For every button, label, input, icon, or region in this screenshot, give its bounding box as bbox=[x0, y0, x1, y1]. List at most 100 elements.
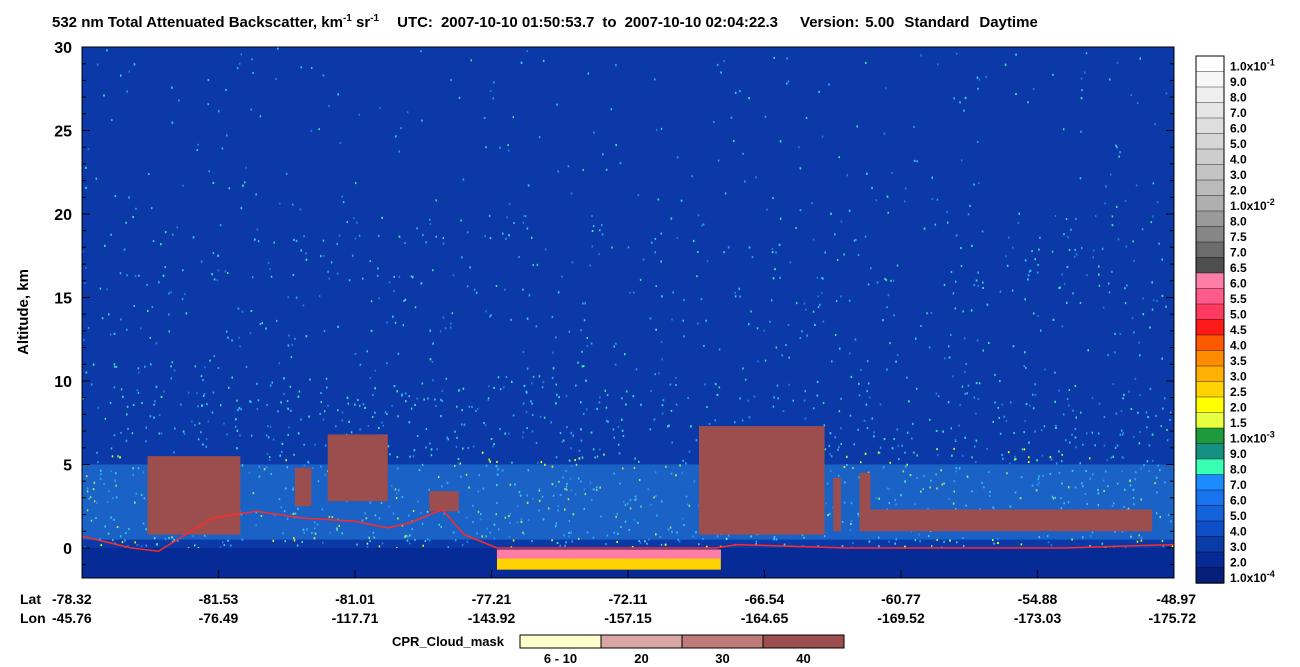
noise-pixel bbox=[557, 291, 560, 294]
noise-pixel bbox=[1120, 429, 1123, 432]
noise-pixel bbox=[1107, 282, 1110, 285]
noise-pixel bbox=[952, 502, 955, 505]
noise-pixel bbox=[1049, 456, 1052, 459]
noise-pixel bbox=[629, 507, 632, 510]
noise-pixel bbox=[1044, 368, 1046, 371]
noise-pixel bbox=[1119, 433, 1122, 436]
noise-pixel bbox=[947, 221, 949, 224]
noise-pixel bbox=[468, 486, 470, 489]
noise-pixel bbox=[493, 81, 495, 84]
noise-pixel bbox=[200, 375, 203, 378]
noise-pixel bbox=[485, 535, 487, 538]
noise-pixel bbox=[1034, 430, 1036, 433]
noise-pixel bbox=[239, 434, 241, 437]
noise-pixel bbox=[994, 373, 996, 376]
noise-pixel bbox=[361, 277, 364, 280]
noise-pixel bbox=[471, 504, 474, 507]
noise-pixel bbox=[1105, 185, 1107, 188]
noise-pixel bbox=[1060, 496, 1063, 499]
noise-pixel bbox=[613, 345, 615, 348]
noise-pixel bbox=[456, 405, 458, 408]
noise-pixel bbox=[485, 146, 487, 149]
noise-pixel bbox=[667, 425, 669, 428]
noise-pixel bbox=[555, 522, 558, 525]
noise-pixel bbox=[584, 493, 587, 496]
noise-pixel bbox=[555, 336, 557, 339]
noise-pixel bbox=[116, 526, 119, 529]
noise-pixel bbox=[194, 424, 196, 427]
noise-pixel bbox=[600, 515, 602, 518]
noise-pixel bbox=[568, 330, 571, 333]
noise-pixel bbox=[1124, 488, 1126, 491]
noise-pixel bbox=[1035, 489, 1038, 492]
noise-pixel bbox=[723, 60, 726, 63]
noise-pixel bbox=[748, 323, 750, 326]
noise-pixel bbox=[971, 490, 973, 493]
noise-pixel bbox=[920, 324, 922, 327]
noise-pixel bbox=[783, 543, 786, 546]
noise-pixel bbox=[222, 541, 224, 544]
noise-pixel bbox=[150, 363, 152, 366]
colorbar-cell bbox=[1195, 396, 1225, 414]
noise-pixel bbox=[958, 424, 960, 427]
noise-pixel bbox=[472, 521, 474, 524]
noise-pixel bbox=[1134, 478, 1136, 481]
noise-pixel bbox=[327, 404, 329, 407]
noise-pixel bbox=[149, 415, 152, 418]
noise-pixel bbox=[806, 334, 808, 337]
noise-pixel bbox=[300, 66, 303, 69]
noise-pixel bbox=[483, 117, 486, 120]
colorbar-label: 3.0 bbox=[1230, 540, 1247, 554]
noise-pixel bbox=[568, 520, 571, 523]
colorbar-label: 2.5 bbox=[1230, 385, 1247, 399]
noise-pixel bbox=[84, 282, 86, 285]
noise-pixel bbox=[858, 382, 860, 385]
noise-pixel bbox=[927, 535, 930, 538]
noise-pixel bbox=[605, 419, 608, 422]
noise-pixel bbox=[982, 281, 984, 284]
noise-pixel bbox=[741, 419, 744, 422]
noise-pixel bbox=[771, 247, 774, 250]
noise-pixel bbox=[906, 431, 909, 434]
noise-pixel bbox=[912, 422, 914, 425]
noise-pixel bbox=[590, 499, 593, 502]
noise-pixel bbox=[1007, 451, 1010, 454]
noise-pixel bbox=[1041, 454, 1044, 457]
noise-pixel bbox=[956, 541, 958, 544]
noise-pixel bbox=[354, 352, 357, 355]
noise-pixel bbox=[1097, 492, 1100, 495]
noise-pixel bbox=[655, 495, 657, 498]
noise-pixel bbox=[369, 540, 371, 543]
noise-pixel bbox=[1062, 413, 1065, 416]
noise-pixel bbox=[564, 508, 566, 511]
noise-pixel bbox=[895, 538, 897, 541]
noise-pixel bbox=[396, 390, 398, 393]
noise-pixel bbox=[1149, 326, 1151, 329]
noise-pixel bbox=[462, 387, 465, 390]
noise-pixel bbox=[1052, 497, 1055, 500]
noise-pixel bbox=[458, 462, 460, 465]
colorbar-cell bbox=[1195, 288, 1225, 305]
noise-pixel bbox=[1006, 264, 1009, 267]
noise-pixel bbox=[145, 528, 147, 531]
noise-pixel bbox=[520, 61, 523, 64]
noise-pixel bbox=[96, 451, 98, 454]
noise-pixel bbox=[268, 456, 271, 459]
noise-pixel bbox=[113, 365, 116, 368]
noise-pixel bbox=[348, 420, 350, 423]
noise-pixel bbox=[727, 534, 730, 537]
noise-pixel bbox=[440, 415, 442, 418]
noise-pixel bbox=[109, 401, 112, 404]
noise-pixel bbox=[366, 546, 369, 549]
noise-pixel bbox=[909, 474, 912, 477]
noise-pixel bbox=[1102, 479, 1105, 482]
noise-pixel bbox=[182, 184, 184, 187]
noise-pixel bbox=[574, 459, 576, 462]
noise-pixel bbox=[285, 487, 287, 490]
noise-pixel bbox=[655, 533, 657, 536]
noise-pixel bbox=[1135, 471, 1137, 474]
noise-pixel bbox=[225, 330, 228, 333]
noise-pixel bbox=[960, 264, 963, 267]
noise-pixel bbox=[1037, 271, 1039, 274]
noise-pixel bbox=[120, 318, 122, 321]
